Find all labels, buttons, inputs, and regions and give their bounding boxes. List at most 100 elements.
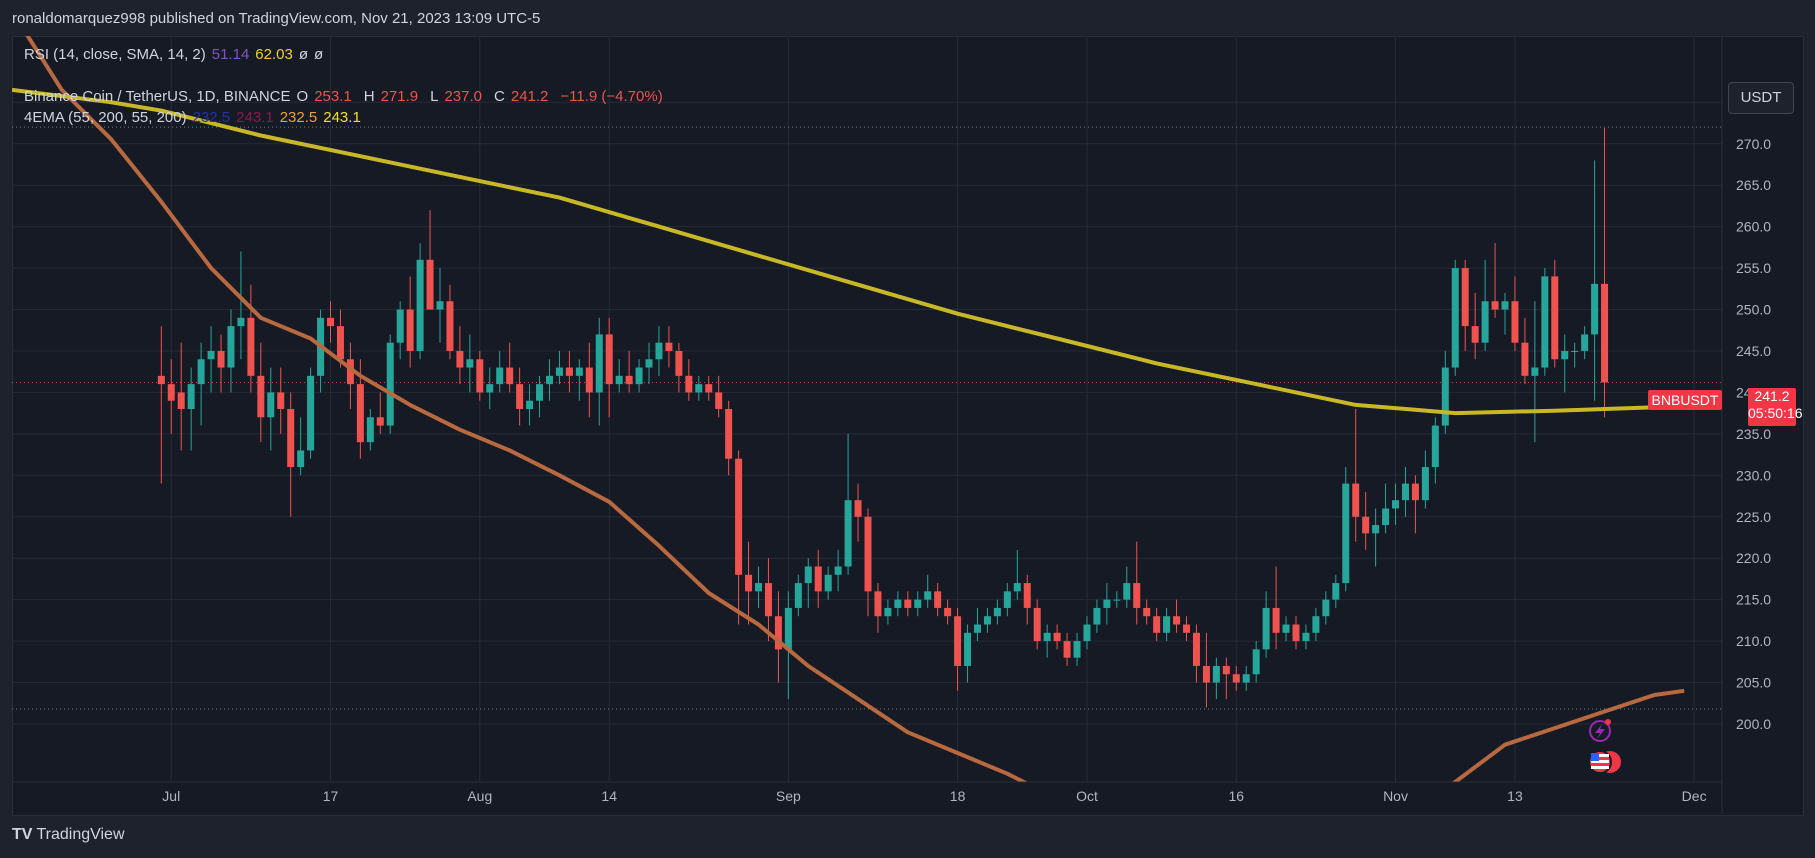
candle: [1322, 591, 1330, 625]
candle-body: [1471, 326, 1479, 343]
candle-body: [1511, 301, 1519, 343]
us-flag-icon[interactable]: [1588, 750, 1621, 774]
candle-body: [446, 301, 454, 351]
candle: [1093, 599, 1101, 633]
publisher-text: ronaldomarquez998 published on TradingVi…: [12, 10, 541, 27]
candle-body: [824, 574, 832, 592]
candle: [177, 342, 185, 451]
candle: [884, 599, 892, 625]
candle: [1481, 259, 1489, 351]
candle-body: [924, 591, 932, 600]
candle-body: [1003, 591, 1011, 608]
ema-55-line: [25, 36, 1685, 782]
price-tick-label: 260.0: [1736, 219, 1771, 235]
bar-countdown: 05:50:16: [1748, 405, 1803, 421]
candle-body: [1173, 616, 1181, 625]
candle-body: [496, 367, 504, 385]
time-tick-label: Sep: [776, 788, 801, 804]
candle-body: [167, 384, 175, 401]
candle-body: [1252, 649, 1260, 675]
candle: [277, 367, 285, 434]
time-tick-label: 17: [323, 788, 339, 804]
candle: [635, 359, 643, 393]
candle: [1541, 268, 1549, 376]
candle-body: [356, 384, 364, 443]
candle: [1461, 259, 1469, 351]
candle: [973, 607, 981, 642]
candle: [1173, 599, 1181, 633]
candle-body: [366, 417, 374, 443]
price-tick-label: 230.0: [1736, 467, 1771, 483]
candle: [1362, 491, 1370, 550]
ohlc-close-value: 241.2: [510, 88, 549, 105]
candle-body: [1581, 334, 1589, 351]
candle-body: [1332, 583, 1340, 600]
ohlc-open-value: 253.1: [314, 88, 352, 105]
tradingview-logo[interactable]: TV TradingView: [12, 826, 125, 844]
ema-lines: [12, 36, 1685, 782]
time-tick-label: 13: [1507, 788, 1523, 804]
candle-body: [1571, 350, 1579, 352]
candle: [1411, 475, 1419, 534]
candle-body: [1421, 467, 1429, 501]
candle-body: [685, 375, 693, 393]
candle-body: [864, 516, 872, 592]
candle: [1212, 657, 1220, 700]
candle-body: [1491, 301, 1499, 310]
candle: [1601, 128, 1609, 418]
rsi-value-2: 62.03: [255, 46, 293, 63]
candle-body: [605, 334, 613, 385]
candle: [764, 558, 772, 642]
candle-body: [854, 500, 862, 517]
symbol-price-label: BNBUSDT: [1648, 390, 1722, 410]
reference-lines: [12, 126, 1722, 710]
candle-body: [625, 375, 633, 385]
candle: [1571, 342, 1579, 368]
event-markers[interactable]: [1570, 712, 1630, 802]
candle-body: [735, 458, 743, 575]
candle-body: [436, 301, 444, 310]
candle-body: [536, 384, 544, 401]
candle: [824, 566, 832, 600]
candle-body: [1282, 624, 1290, 633]
candle-body: [615, 375, 623, 385]
candle: [1471, 292, 1479, 360]
candle: [1123, 566, 1131, 608]
candle-body: [287, 409, 295, 468]
candle-body: [277, 392, 285, 409]
candle: [416, 243, 424, 360]
rsi-legend[interactable]: RSI (14, close, SMA, 14, 2) 51.14 62.03 ø ø: [24, 46, 329, 63]
candle: [1591, 160, 1599, 401]
candle-body: [973, 624, 981, 633]
candle: [675, 342, 683, 393]
candle: [1063, 632, 1071, 666]
candle-body: [665, 342, 673, 351]
candle: [784, 591, 792, 700]
dividend-lightning-icon[interactable]: [1589, 719, 1611, 742]
candle-body: [1481, 301, 1489, 343]
candle: [227, 309, 235, 393]
candle: [1053, 624, 1061, 650]
candle: [914, 591, 922, 617]
ema-legend[interactable]: 4EMA (55, 200, 55, 200) 232.5 243.1 232.5 24…: [24, 109, 367, 126]
candle: [1043, 624, 1051, 658]
last-price-tag: 241.2 05:50:16: [1748, 388, 1803, 426]
candle-body: [804, 566, 812, 584]
candle: [864, 508, 872, 617]
candle: [894, 591, 902, 617]
candle: [655, 326, 663, 376]
candle: [1531, 301, 1539, 443]
ema-value-1: 232.5: [192, 109, 231, 126]
candle: [745, 541, 753, 625]
rsi-extra-2: ø: [314, 46, 324, 63]
currency-button[interactable]: USDT: [1728, 82, 1794, 114]
candle: [307, 367, 315, 459]
candle: [715, 375, 723, 418]
candle-body: [844, 500, 852, 567]
candle-body: [1561, 350, 1569, 360]
candle-body: [1322, 599, 1330, 617]
candle-body: [755, 583, 763, 592]
candle-body: [794, 583, 802, 608]
symbol-legend[interactable]: Binance Coin / TetherUS, 1D, BINANCE O 253…: [24, 88, 669, 105]
